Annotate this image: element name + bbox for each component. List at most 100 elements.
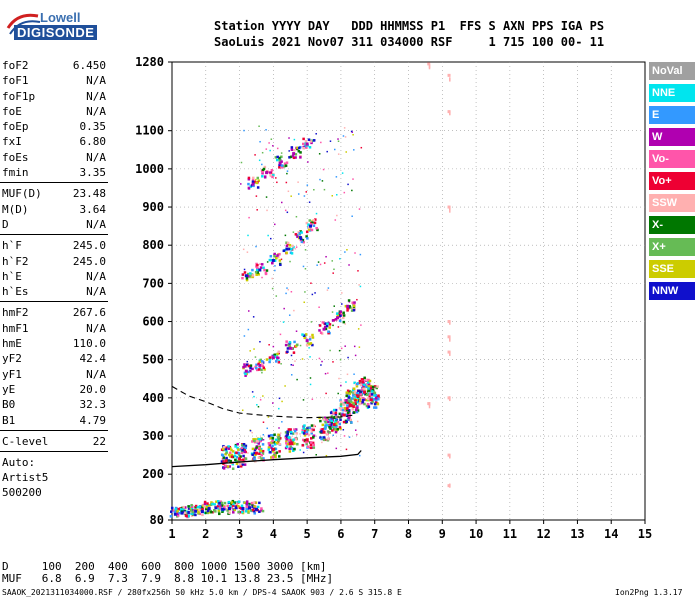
noise-dot: [292, 364, 294, 367]
noise-dot: [338, 349, 341, 352]
echo-texture-dot: [306, 445, 310, 449]
echo-texture-dot: [321, 428, 324, 431]
echo-texture-dot: [245, 500, 249, 503]
echo-texture-dot: [325, 324, 329, 328]
echo-texture-dot: [270, 441, 274, 444]
echo-texture-dot: [257, 456, 261, 460]
noise-dot: [358, 346, 361, 348]
noise-dot: [240, 183, 242, 185]
noise-dot: [337, 140, 340, 143]
echo-texture-dot: [286, 347, 290, 350]
echo-texture-dot: [373, 402, 377, 406]
echo-texture-dot: [274, 447, 278, 451]
noise-dot: [311, 293, 314, 296]
echo-texture-dot: [214, 510, 217, 513]
echo-texture-dot: [359, 383, 363, 387]
echo-texture-dot: [169, 515, 173, 518]
data-point: [173, 512, 177, 516]
noise-dot: [293, 309, 295, 312]
echo-texture-dot: [372, 398, 375, 401]
param-row: hmF1 N/A: [0, 321, 108, 336]
echo-texture-dot: [255, 363, 258, 367]
echo-texture-dot: [285, 340, 288, 343]
data-point: [200, 510, 204, 514]
param-row: B1 4.79: [0, 413, 108, 428]
data-point: [305, 339, 309, 343]
noise-dot: [248, 216, 250, 219]
param-name: C-level: [2, 434, 49, 448]
noise-dot: [266, 427, 269, 430]
echo-texture-dot: [210, 501, 213, 504]
noise-dot: [256, 209, 258, 211]
noise-dot: [344, 251, 346, 253]
echo-texture-dot: [342, 420, 346, 424]
echo-texture-dot: [291, 447, 294, 451]
param-row: fmin 3.35: [0, 165, 108, 180]
noise-dot: [337, 138, 339, 140]
y-tick-label: 1100: [135, 124, 164, 138]
echo-texture-dot: [218, 501, 221, 505]
noise-dot: [299, 449, 301, 451]
echo-texture-dot: [268, 258, 272, 262]
echo-texture-dot: [186, 510, 189, 514]
echo-texture-dot: [278, 455, 281, 458]
echo-texture-dot: [222, 460, 225, 463]
echo-texture-dot: [220, 501, 224, 505]
echo-texture-dot: [275, 356, 279, 359]
noise-dot: [337, 392, 339, 395]
echo-texture-dot: [252, 176, 255, 180]
echo-texture-dot: [182, 508, 185, 511]
echo-texture-dot: [371, 388, 375, 392]
echo-texture-dot: [324, 427, 327, 430]
echo-texture-dot: [367, 389, 371, 392]
echo-texture-dot: [254, 270, 258, 274]
noise-dot: [354, 429, 357, 431]
echo-texture-dot: [237, 452, 241, 455]
echo-texture-dot: [183, 511, 187, 514]
echo-texture-dot: [241, 448, 244, 452]
noise-dot: [304, 267, 307, 270]
param-row: yF1 N/A: [0, 367, 108, 382]
noise-dot: [327, 287, 330, 289]
echo-texture-dot: [359, 393, 362, 396]
echo-texture-dot: [234, 445, 237, 448]
data-point: [244, 369, 248, 373]
data-point: [238, 457, 242, 461]
noise-dot: [351, 215, 353, 217]
echo-texture-dot: [196, 508, 199, 512]
param-value: 3.35: [79, 166, 107, 180]
data-point: [346, 304, 350, 308]
echo-texture-dot: [318, 324, 322, 327]
echo-texture-dot: [240, 443, 244, 447]
echo-texture-dot: [367, 405, 371, 408]
echo-texture-dot: [348, 305, 351, 308]
echo-texture-dot: [219, 500, 222, 503]
echo-texture-dot: [256, 186, 260, 189]
param-name: h`F2: [2, 254, 29, 268]
noise-dot: [320, 141, 322, 144]
noise-dot: [249, 429, 252, 432]
echo-texture-dot: [359, 395, 363, 398]
param-name: fxI: [2, 135, 22, 149]
echo-texture-dot: [275, 158, 279, 162]
echo-texture-dot: [351, 388, 355, 392]
echo-texture-dot: [310, 424, 314, 427]
echo-texture-dot: [292, 449, 295, 453]
noise-dot: [278, 427, 280, 429]
echo-texture-dot: [257, 362, 260, 366]
noise-dot: [268, 142, 270, 144]
param-value: N/A: [86, 367, 106, 381]
noise-dot: [275, 295, 278, 297]
noise-dot: [310, 282, 312, 284]
echo-texture-dot: [190, 514, 194, 517]
echo-texture-dot: [319, 436, 322, 439]
echo-texture-dot: [330, 423, 334, 426]
noise-dot: [341, 303, 343, 305]
footer-version: Ion2Png 1.3.17: [615, 588, 683, 597]
echo-texture-dot: [367, 378, 370, 382]
echo-texture-dot: [235, 504, 239, 508]
noise-dot: [315, 133, 317, 135]
echo-texture-dot: [284, 164, 288, 167]
echo-texture-dot: [285, 434, 288, 438]
echo-texture-dot: [352, 387, 356, 390]
